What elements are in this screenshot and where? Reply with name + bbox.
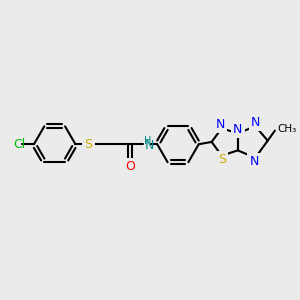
Text: N: N <box>144 139 154 152</box>
Text: H: H <box>144 136 152 146</box>
Text: CH₃: CH₃ <box>278 124 297 134</box>
Text: O: O <box>125 160 135 172</box>
Text: N: N <box>233 123 242 136</box>
Text: N: N <box>216 118 225 131</box>
Text: N: N <box>250 155 259 168</box>
Text: N: N <box>250 116 260 129</box>
Text: S: S <box>84 138 92 151</box>
Text: S: S <box>218 153 226 166</box>
Text: Cl: Cl <box>13 138 25 151</box>
